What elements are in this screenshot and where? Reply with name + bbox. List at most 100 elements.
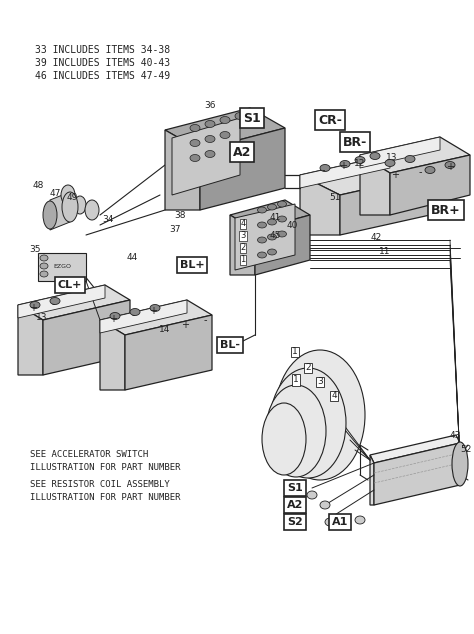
Ellipse shape bbox=[267, 219, 276, 225]
Polygon shape bbox=[43, 300, 130, 375]
Ellipse shape bbox=[277, 216, 286, 222]
Polygon shape bbox=[370, 455, 374, 505]
Text: 46 INCLUDES ITEMS 47-49: 46 INCLUDES ITEMS 47-49 bbox=[35, 71, 170, 81]
Ellipse shape bbox=[445, 162, 455, 169]
Polygon shape bbox=[125, 315, 212, 390]
Polygon shape bbox=[300, 175, 340, 235]
Ellipse shape bbox=[340, 160, 350, 167]
Text: -: - bbox=[418, 167, 422, 177]
Text: +: + bbox=[181, 320, 189, 330]
Ellipse shape bbox=[262, 403, 306, 475]
Polygon shape bbox=[18, 285, 130, 320]
Ellipse shape bbox=[40, 255, 48, 261]
Polygon shape bbox=[50, 192, 70, 230]
Polygon shape bbox=[200, 128, 285, 210]
Text: A1: A1 bbox=[332, 517, 348, 527]
Ellipse shape bbox=[320, 501, 330, 509]
Ellipse shape bbox=[62, 192, 78, 222]
Ellipse shape bbox=[205, 120, 215, 127]
Text: 11: 11 bbox=[379, 247, 391, 257]
Polygon shape bbox=[18, 285, 105, 318]
Text: 2: 2 bbox=[305, 363, 311, 373]
Text: 52: 52 bbox=[460, 446, 472, 455]
Ellipse shape bbox=[257, 252, 266, 258]
Text: CL+: CL+ bbox=[58, 280, 82, 290]
Ellipse shape bbox=[40, 263, 48, 269]
Text: 1: 1 bbox=[292, 347, 298, 356]
Ellipse shape bbox=[267, 234, 276, 240]
Text: S1: S1 bbox=[243, 112, 261, 124]
Text: S1: S1 bbox=[287, 483, 303, 493]
Ellipse shape bbox=[277, 231, 286, 237]
Ellipse shape bbox=[190, 124, 200, 131]
Text: 14: 14 bbox=[159, 325, 171, 335]
Text: 34: 34 bbox=[102, 216, 114, 224]
Text: 41: 41 bbox=[269, 214, 281, 223]
Ellipse shape bbox=[190, 155, 200, 162]
Ellipse shape bbox=[30, 302, 40, 309]
Ellipse shape bbox=[267, 249, 276, 255]
Ellipse shape bbox=[220, 117, 230, 124]
Ellipse shape bbox=[110, 313, 120, 320]
Text: S2: S2 bbox=[287, 517, 303, 527]
Ellipse shape bbox=[370, 153, 380, 160]
Text: -: - bbox=[51, 299, 55, 309]
Polygon shape bbox=[165, 108, 285, 150]
Text: A2: A2 bbox=[233, 145, 251, 158]
Ellipse shape bbox=[235, 112, 245, 119]
Ellipse shape bbox=[325, 518, 335, 526]
Text: 13: 13 bbox=[36, 313, 48, 323]
Ellipse shape bbox=[74, 196, 86, 214]
Text: 35: 35 bbox=[29, 245, 41, 254]
Ellipse shape bbox=[385, 160, 395, 167]
Polygon shape bbox=[230, 200, 310, 230]
Ellipse shape bbox=[320, 164, 330, 172]
Polygon shape bbox=[340, 175, 430, 235]
Polygon shape bbox=[165, 130, 200, 210]
Ellipse shape bbox=[452, 442, 468, 486]
Text: EZGO: EZGO bbox=[53, 264, 71, 269]
Ellipse shape bbox=[190, 139, 200, 146]
Text: +: + bbox=[109, 314, 117, 324]
Polygon shape bbox=[172, 118, 240, 195]
Ellipse shape bbox=[130, 309, 140, 316]
Ellipse shape bbox=[220, 131, 230, 138]
Polygon shape bbox=[100, 300, 187, 333]
Ellipse shape bbox=[150, 304, 160, 311]
Text: 36: 36 bbox=[204, 101, 216, 110]
Text: 40: 40 bbox=[286, 221, 298, 230]
Text: +: + bbox=[446, 162, 454, 172]
Ellipse shape bbox=[257, 237, 266, 243]
Text: 48: 48 bbox=[32, 181, 44, 190]
Bar bbox=[38, 253, 86, 281]
Text: 1: 1 bbox=[240, 256, 246, 264]
Text: 49: 49 bbox=[66, 193, 78, 202]
Text: 4: 4 bbox=[331, 392, 337, 401]
Text: +: + bbox=[339, 161, 347, 171]
Ellipse shape bbox=[307, 491, 317, 499]
Polygon shape bbox=[230, 215, 255, 275]
Text: 1: 1 bbox=[293, 375, 299, 384]
Ellipse shape bbox=[270, 368, 346, 478]
Ellipse shape bbox=[205, 136, 215, 143]
Text: 3: 3 bbox=[240, 231, 246, 240]
Text: BL+: BL+ bbox=[180, 260, 204, 270]
Text: +: + bbox=[149, 306, 157, 316]
Text: SEE ACCELERATOR SWITCH: SEE ACCELERATOR SWITCH bbox=[30, 450, 148, 459]
Text: -: - bbox=[321, 165, 325, 175]
Polygon shape bbox=[100, 320, 125, 390]
Polygon shape bbox=[374, 443, 460, 505]
Text: 2: 2 bbox=[240, 243, 246, 252]
Ellipse shape bbox=[425, 167, 435, 174]
Ellipse shape bbox=[85, 200, 99, 220]
Text: 3: 3 bbox=[317, 377, 323, 387]
Ellipse shape bbox=[40, 271, 48, 277]
Polygon shape bbox=[255, 215, 310, 275]
Text: CR-: CR- bbox=[318, 113, 342, 127]
Text: 43: 43 bbox=[449, 430, 461, 439]
Text: 13: 13 bbox=[386, 153, 398, 162]
Text: -: - bbox=[203, 315, 207, 325]
Polygon shape bbox=[370, 435, 460, 463]
Polygon shape bbox=[300, 155, 430, 195]
Ellipse shape bbox=[405, 155, 415, 162]
